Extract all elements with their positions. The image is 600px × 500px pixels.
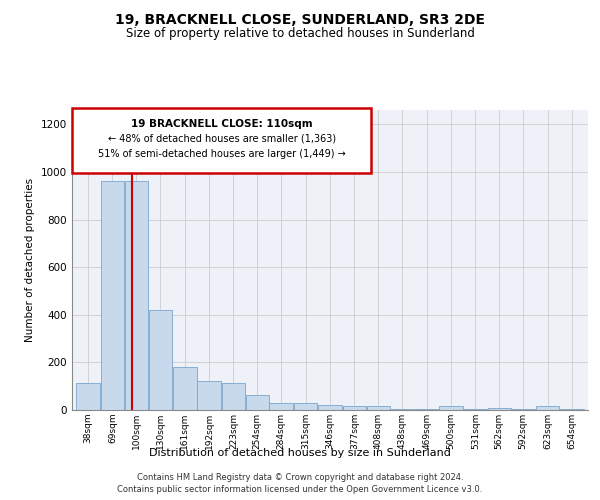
Bar: [463, 409, 487, 410]
Bar: [488, 408, 511, 410]
Bar: [294, 404, 317, 410]
Bar: [76, 383, 100, 410]
Bar: [125, 182, 148, 410]
Text: Contains public sector information licensed under the Open Government Licence v3: Contains public sector information licen…: [118, 485, 482, 494]
Text: 19 BRACKNELL CLOSE: 110sqm: 19 BRACKNELL CLOSE: 110sqm: [131, 119, 313, 129]
Bar: [391, 409, 414, 410]
Bar: [439, 406, 463, 410]
Bar: [415, 409, 439, 410]
Bar: [536, 406, 559, 410]
Bar: [318, 405, 342, 410]
Y-axis label: Number of detached properties: Number of detached properties: [25, 178, 35, 342]
Bar: [197, 382, 221, 410]
Text: Contains HM Land Registry data © Crown copyright and database right 2024.: Contains HM Land Registry data © Crown c…: [137, 472, 463, 482]
FancyBboxPatch shape: [72, 108, 371, 173]
Text: 19, BRACKNELL CLOSE, SUNDERLAND, SR3 2DE: 19, BRACKNELL CLOSE, SUNDERLAND, SR3 2DE: [115, 12, 485, 26]
Bar: [246, 394, 269, 410]
Bar: [511, 409, 535, 410]
Bar: [269, 404, 293, 410]
Text: ← 48% of detached houses are smaller (1,363): ← 48% of detached houses are smaller (1,…: [107, 134, 336, 144]
Text: Distribution of detached houses by size in Sunderland: Distribution of detached houses by size …: [149, 448, 451, 458]
Bar: [221, 382, 245, 410]
Text: 51% of semi-detached houses are larger (1,449) →: 51% of semi-detached houses are larger (…: [98, 149, 346, 159]
Bar: [560, 409, 584, 410]
Bar: [367, 406, 390, 410]
Text: Size of property relative to detached houses in Sunderland: Size of property relative to detached ho…: [125, 28, 475, 40]
Bar: [101, 182, 124, 410]
Bar: [173, 367, 197, 410]
Bar: [149, 310, 172, 410]
Bar: [343, 406, 366, 410]
